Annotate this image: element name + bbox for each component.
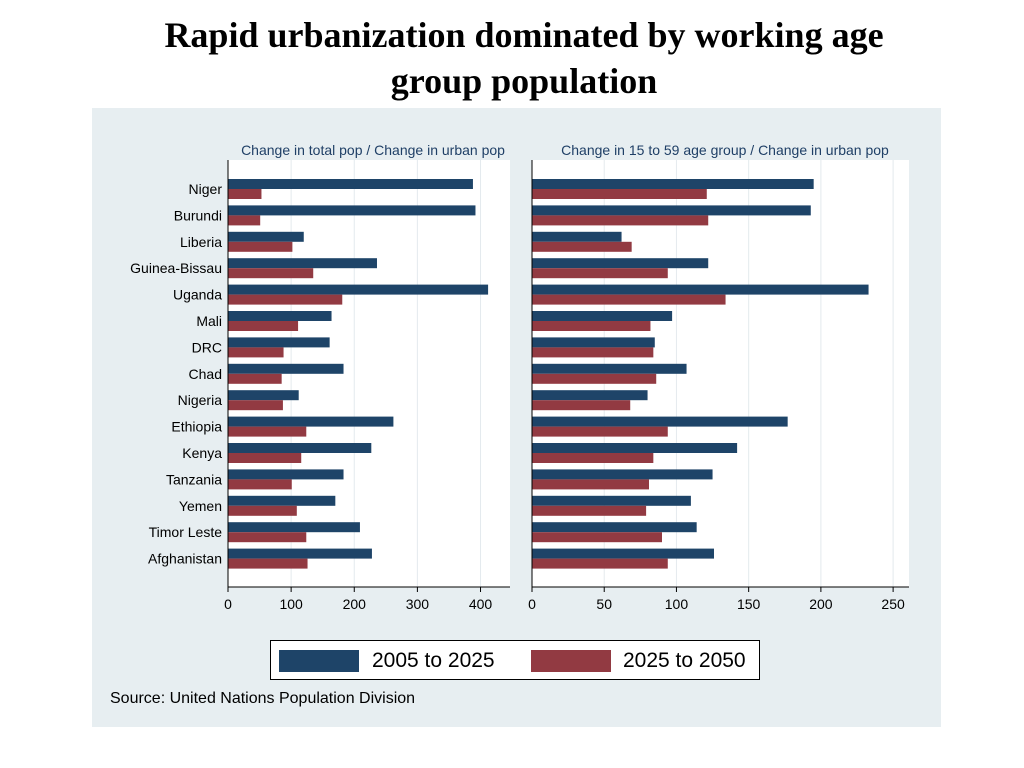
bar-2025-2050 xyxy=(228,373,282,384)
bar-2025-2050 xyxy=(228,505,297,516)
bar-2005-2025 xyxy=(532,363,687,374)
bar-2005-2025 xyxy=(532,311,673,321)
bar-2005-2025 xyxy=(532,390,648,401)
bar-2005-2025 xyxy=(228,363,344,374)
bar-2005-2025 xyxy=(532,469,713,480)
bar-2005-2025 xyxy=(228,179,473,189)
bar-2005-2025 xyxy=(532,522,697,533)
bar-2025-2050 xyxy=(532,532,662,543)
bar-2025-2050 xyxy=(228,347,284,358)
bar-2025-2050 xyxy=(532,479,649,490)
bar-2025-2050 xyxy=(228,294,343,305)
category-label: Afghanistan xyxy=(148,551,222,567)
bar-2005-2025 xyxy=(228,443,372,453)
bar-2025-2050 xyxy=(532,321,651,331)
bar-2005-2025 xyxy=(228,337,330,348)
bar-2005-2025 xyxy=(532,231,622,242)
bar-2005-2025 xyxy=(532,205,811,216)
x-tick-label: 400 xyxy=(469,596,493,612)
bar-2025-2050 xyxy=(228,321,299,331)
bar-2025-2050 xyxy=(228,400,283,411)
x-tick-label: 300 xyxy=(406,596,430,612)
x-tick-label: 200 xyxy=(809,596,833,612)
category-label: Tanzania xyxy=(166,471,222,487)
bar-2025-2050 xyxy=(532,294,726,305)
x-tick-label: 0 xyxy=(528,596,536,612)
category-label: Mali xyxy=(196,313,222,329)
x-tick-label: 150 xyxy=(737,596,761,612)
bar-2025-2050 xyxy=(228,532,307,543)
bar-2025-2050 xyxy=(532,400,631,411)
bar-2005-2025 xyxy=(228,311,332,321)
bar-2005-2025 xyxy=(228,469,344,480)
bar-2005-2025 xyxy=(228,522,360,533)
x-tick-label: 100 xyxy=(279,596,303,612)
category-label: Ethiopia xyxy=(171,419,222,435)
bar-2005-2025 xyxy=(228,495,336,506)
bar-2025-2050 xyxy=(532,189,707,199)
x-tick-label: 100 xyxy=(665,596,689,612)
bar-2005-2025 xyxy=(228,231,304,242)
bar-chart: Change in total pop / Change in urban po… xyxy=(130,142,909,612)
chart-panel: Change in total pop / Change in urban po… xyxy=(92,108,941,727)
bar-2025-2050 xyxy=(228,268,314,279)
panel-title-1: Change in total pop / Change in urban po… xyxy=(241,142,505,158)
legend-label-2005-2025: 2005 to 2025 xyxy=(372,649,495,672)
bar-2025-2050 xyxy=(532,558,668,569)
category-label: Guinea-Bissau xyxy=(130,260,222,276)
bar-2005-2025 xyxy=(532,416,788,427)
bar-2025-2050 xyxy=(228,479,292,490)
legend-swatch-2005-2025 xyxy=(279,650,359,672)
bar-2005-2025 xyxy=(228,390,299,401)
category-label: Yemen xyxy=(179,498,222,514)
bar-2025-2050 xyxy=(532,215,709,226)
bar-2025-2050 xyxy=(228,558,308,569)
category-label: Kenya xyxy=(182,445,222,461)
bar-2025-2050 xyxy=(532,347,654,358)
category-label: Burundi xyxy=(174,207,222,223)
bar-2025-2050 xyxy=(532,241,632,252)
x-tick-label: 200 xyxy=(343,596,367,612)
panel-title-2: Change in 15 to 59 age group / Change in… xyxy=(561,142,889,158)
bar-2005-2025 xyxy=(228,258,377,269)
title-line-1: Rapid urbanization dominated by working … xyxy=(164,15,884,55)
bar-2005-2025 xyxy=(228,416,394,427)
bar-2025-2050 xyxy=(532,426,668,437)
source-note: Source: United Nations Population Divisi… xyxy=(110,690,416,707)
bar-2025-2050 xyxy=(228,453,302,463)
title-line-2: group population xyxy=(390,61,658,101)
bar-2005-2025 xyxy=(532,548,714,559)
bar-2025-2050 xyxy=(228,426,307,437)
bar-2005-2025 xyxy=(532,337,655,348)
bar-2025-2050 xyxy=(228,215,261,226)
bar-2025-2050 xyxy=(228,189,262,199)
category-label: DRC xyxy=(192,339,222,355)
chart-legend: 2005 to 2025 2025 to 2050 xyxy=(270,640,760,680)
bar-2005-2025 xyxy=(228,284,489,295)
bar-2025-2050 xyxy=(228,241,293,252)
legend-label-2025-2050: 2025 to 2050 xyxy=(623,649,746,672)
slide-title: Rapid urbanization dominated by working … xyxy=(0,12,1024,104)
x-tick-label: 50 xyxy=(596,596,612,612)
category-label: Niger xyxy=(189,181,223,197)
category-label: Timor Leste xyxy=(149,524,223,540)
category-label: Uganda xyxy=(173,287,222,303)
x-tick-label: 250 xyxy=(881,596,905,612)
bar-2025-2050 xyxy=(532,373,657,384)
bar-2005-2025 xyxy=(532,495,691,506)
category-label: Chad xyxy=(189,366,222,382)
bar-2005-2025 xyxy=(228,205,476,216)
bar-2005-2025 xyxy=(532,258,709,269)
bar-2005-2025 xyxy=(228,548,372,559)
bar-2025-2050 xyxy=(532,453,654,463)
category-label: Nigeria xyxy=(178,392,223,408)
bar-2005-2025 xyxy=(532,284,869,295)
bar-2025-2050 xyxy=(532,268,668,279)
category-label: Liberia xyxy=(180,234,222,250)
legend-swatch-2025-2050 xyxy=(531,650,611,672)
bar-2005-2025 xyxy=(532,443,738,453)
x-tick-label: 0 xyxy=(224,596,232,612)
bar-2025-2050 xyxy=(532,505,647,516)
bar-2005-2025 xyxy=(532,179,814,189)
